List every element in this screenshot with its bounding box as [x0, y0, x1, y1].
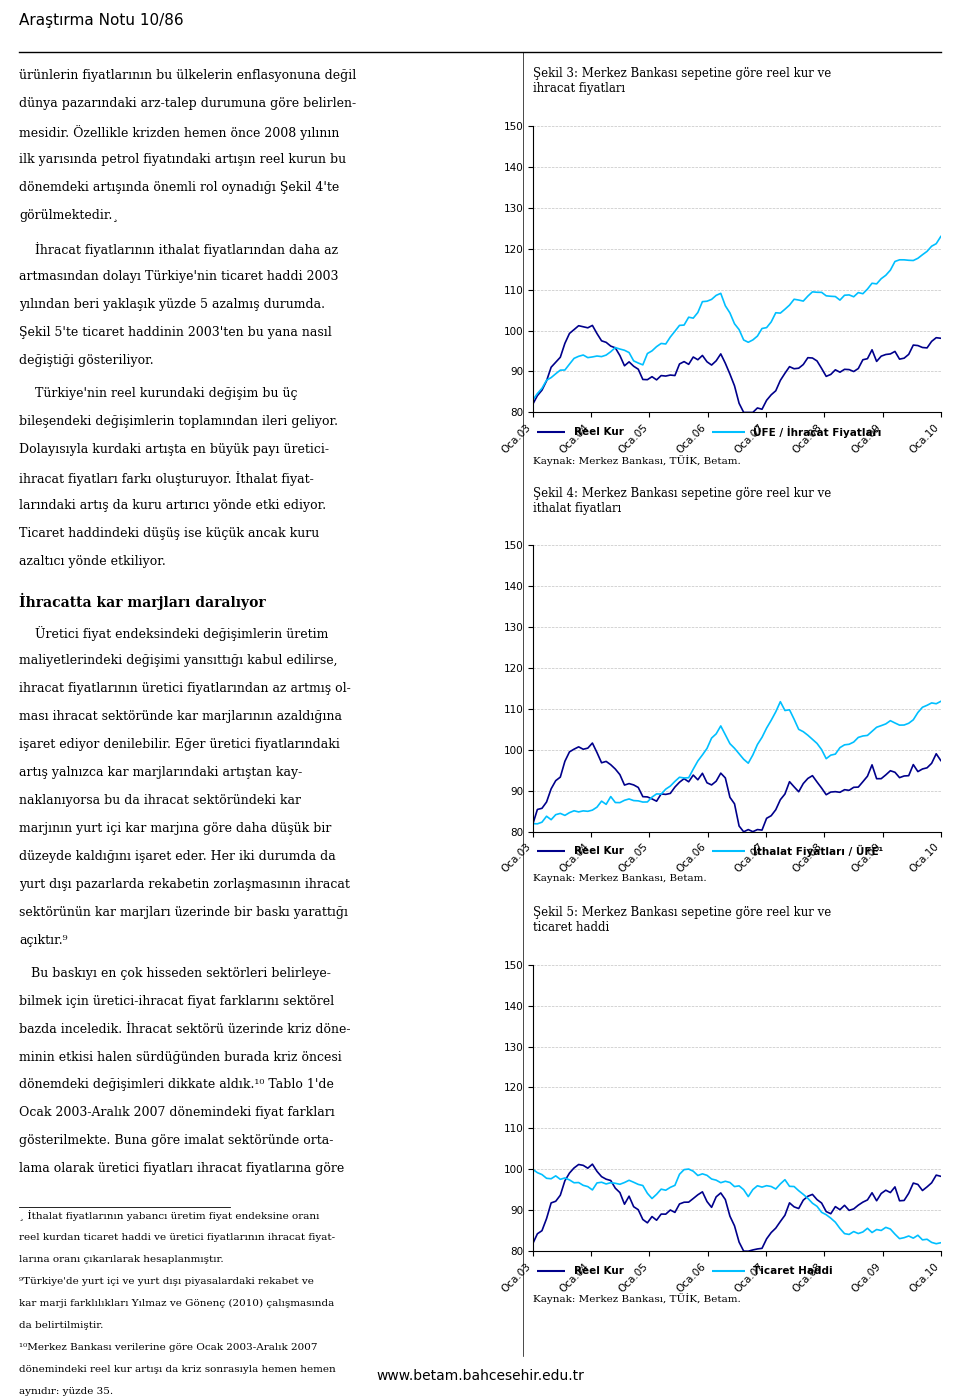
- Text: Şekil 3: Merkez Bankası sepetine göre reel kur ve
ihracat fiyatları: Şekil 3: Merkez Bankası sepetine göre re…: [533, 67, 831, 95]
- Text: sektörünün kar marjları üzerinde bir baskı yarattığı: sektörünün kar marjları üzerinde bir bas…: [19, 906, 348, 918]
- Text: dönemdeki artışında önemli rol oynadığı Şekil 4'te: dönemdeki artışında önemli rol oynadığı …: [19, 180, 340, 194]
- Text: yurt dışı pazarlarda rekabetin zorlaşmasının ihracat: yurt dışı pazarlarda rekabetin zorlaşmas…: [19, 878, 350, 891]
- Text: düzeyde kaldığını işaret eder. Her iki durumda da: düzeyde kaldığını işaret eder. Her iki d…: [19, 850, 336, 863]
- Text: Reel Kur: Reel Kur: [574, 426, 623, 438]
- Text: dönemdeki değişimleri dikkate aldık.¹⁰ Tablo 1'de: dönemdeki değişimleri dikkate aldık.¹⁰ T…: [19, 1078, 334, 1092]
- Text: İhracatta kar marjları daralıyor: İhracatta kar marjları daralıyor: [19, 593, 266, 610]
- Text: açıktır.⁹: açıktır.⁹: [19, 934, 68, 946]
- Text: ması ihracat sektöründe kar marjlarının azaldığına: ması ihracat sektöründe kar marjlarının …: [19, 710, 342, 723]
- Text: gösterilmekte. Buna göre imalat sektöründe orta-: gösterilmekte. Buna göre imalat sektörün…: [19, 1134, 333, 1148]
- Text: Şekil 5: Merkez Bankası sepetine göre reel kur ve
ticaret haddi: Şekil 5: Merkez Bankası sepetine göre re…: [533, 906, 831, 934]
- Text: maliyetlerindeki değişimi yansıttığı kabul edilirse,: maliyetlerindeki değişimi yansıttığı kab…: [19, 654, 338, 667]
- Text: kar marji farklılıkları Yılmaz ve Gönenç (2010) çalışmasında: kar marji farklılıkları Yılmaz ve Gönenç…: [19, 1299, 334, 1309]
- Text: ¹⁰Merkez Bankası verilerine göre Ocak 2003-Aralık 2007: ¹⁰Merkez Bankası verilerine göre Ocak 20…: [19, 1343, 318, 1352]
- Text: minin etkisi halen sürdüğünden burada kriz öncesi: minin etkisi halen sürdüğünden burada kr…: [19, 1050, 342, 1064]
- Text: Şekil 5'te ticaret haddinin 2003'ten bu yana nasıl: Şekil 5'te ticaret haddinin 2003'ten bu …: [19, 326, 332, 338]
- Text: lama olarak üretici fiyatları ihracat fiyatlarına göre: lama olarak üretici fiyatları ihracat fi…: [19, 1162, 345, 1176]
- Text: larına oranı çıkarılarak hesaplanmıştır.: larına oranı çıkarılarak hesaplanmıştır.: [19, 1254, 224, 1264]
- Text: değiştiği gösteriliyor.: değiştiği gösteriliyor.: [19, 354, 154, 366]
- Text: işaret ediyor denilebilir. Eğer üretici fiyatlarındaki: işaret ediyor denilebilir. Eğer üretici …: [19, 738, 340, 751]
- Text: Ticaret Haddi: Ticaret Haddi: [753, 1265, 832, 1276]
- Text: ihracat fiyatları farkı oluşturuyor. İthalat fiyat-: ihracat fiyatları farkı oluşturuyor. İth…: [19, 471, 314, 485]
- Text: Kaynak: Merkez Bankası, TÜİK, Betam.: Kaynak: Merkez Bankası, TÜİK, Betam.: [533, 1293, 740, 1304]
- Text: da belirtilmiştir.: da belirtilmiştir.: [19, 1321, 104, 1329]
- Text: artmasından dolayı Türkiye'nin ticaret haddi 2003: artmasından dolayı Türkiye'nin ticaret h…: [19, 270, 339, 282]
- Text: dünya pazarındaki arz-talep durumuna göre belirlen-: dünya pazarındaki arz-talep durumuna gör…: [19, 96, 356, 110]
- Text: ilk yarısında petrol fiyatındaki artışın reel kurun bu: ilk yarısında petrol fiyatındaki artışın…: [19, 152, 347, 166]
- Text: Kaynak: Merkez Bankası, TÜİK, Betam.: Kaynak: Merkez Bankası, TÜİK, Betam.: [533, 454, 740, 466]
- Text: Reel Kur: Reel Kur: [574, 846, 623, 857]
- Text: larındaki artış da kuru artırıcı yönde etki ediyor.: larındaki artış da kuru artırıcı yönde e…: [19, 499, 326, 512]
- Text: ⁹Türkiye'de yurt içi ve yurt dışı piyasalardaki rekabet ve: ⁹Türkiye'de yurt içi ve yurt dışı piyasa…: [19, 1276, 314, 1286]
- Text: Türkiye'nin reel kurundaki değişim bu üç: Türkiye'nin reel kurundaki değişim bu üç: [19, 387, 298, 400]
- Text: görülmektedir.¸: görülmektedir.¸: [19, 208, 119, 222]
- Text: reel kurdan ticaret haddi ve üretici fiyatlarının ihracat fiyat-: reel kurdan ticaret haddi ve üretici fiy…: [19, 1233, 335, 1241]
- Text: Araştırma Notu 10/86: Araştırma Notu 10/86: [19, 13, 183, 28]
- Text: ÜFE / İhracat Fiyatları: ÜFE / İhracat Fiyatları: [753, 426, 881, 438]
- Text: Bu baskıyı en çok hisseden sektörleri belirleye-: Bu baskıyı en çok hisseden sektörleri be…: [19, 966, 331, 980]
- Text: ihracat fiyatlarının üretici fiyatlarından az artmış ol-: ihracat fiyatlarının üretici fiyatlarınd…: [19, 682, 351, 695]
- Text: dönemindeki reel kur artışı da kriz sonrasıyla hemen hemen: dönemindeki reel kur artışı da kriz sonr…: [19, 1366, 336, 1374]
- Text: mesidir. Özellikle krizden hemen önce 2008 yılının: mesidir. Özellikle krizden hemen önce 20…: [19, 124, 340, 140]
- Text: azaltıcı yönde etkiliyor.: azaltıcı yönde etkiliyor.: [19, 555, 166, 568]
- Text: bilmek için üretici-ihracat fiyat farklarını sektörel: bilmek için üretici-ihracat fiyat farkla…: [19, 994, 334, 1008]
- Text: ürünlerin fiyatlarının bu ülkelerin enflasyonuna değil: ürünlerin fiyatlarının bu ülkelerin enfl…: [19, 69, 356, 82]
- Text: www.betam.bahcesehir.edu.tr: www.betam.bahcesehir.edu.tr: [376, 1369, 584, 1383]
- Text: Şekil 4: Merkez Bankası sepetine göre reel kur ve
ithalat fiyatları: Şekil 4: Merkez Bankası sepetine göre re…: [533, 487, 831, 514]
- Text: bazda inceledik. İhracat sektörü üzerinde kriz döne-: bazda inceledik. İhracat sektörü üzerind…: [19, 1022, 350, 1036]
- Text: İhracat fiyatlarının ithalat fiyatlarından daha az: İhracat fiyatlarının ithalat fiyatlarınd…: [19, 242, 338, 257]
- Text: naklanıyorsa bu da ihracat sektöründeki kar: naklanıyorsa bu da ihracat sektöründeki …: [19, 794, 301, 807]
- Text: aynıdır: yüzde 35.: aynıdır: yüzde 35.: [19, 1387, 113, 1397]
- Text: yılından beri yaklaşık yüzde 5 azalmış durumda.: yılından beri yaklaşık yüzde 5 azalmış d…: [19, 298, 325, 310]
- Text: Reel Kur: Reel Kur: [574, 1265, 623, 1276]
- Text: ¸ İthalat fiyatlarının yabancı üretim fiyat endeksine oranı: ¸ İthalat fiyatlarının yabancı üretim fi…: [19, 1211, 320, 1222]
- Text: artış yalnızca kar marjlarındaki artıştan kay-: artış yalnızca kar marjlarındaki artışta…: [19, 766, 302, 779]
- Text: Kaynak: Merkez Bankası, Betam.: Kaynak: Merkez Bankası, Betam.: [533, 874, 707, 884]
- Text: Üretici fiyat endeksindeki değişimlerin üretim: Üretici fiyat endeksindeki değişimlerin …: [19, 626, 328, 642]
- Text: Ticaret haddindeki düşüş ise küçük ancak kuru: Ticaret haddindeki düşüş ise küçük ancak…: [19, 527, 320, 540]
- Text: İthalat Fiyatları / ÜFE¹: İthalat Fiyatları / ÜFE¹: [753, 846, 883, 857]
- Text: marjının yurt içi kar marjına göre daha düşük bir: marjının yurt içi kar marjına göre daha …: [19, 822, 331, 835]
- Text: Dolayısıyla kurdaki artışta en büyük payı üretici-: Dolayısıyla kurdaki artışta en büyük pay…: [19, 443, 329, 456]
- Text: bileşendeki değişimlerin toplamından ileri geliyor.: bileşendeki değişimlerin toplamından ile…: [19, 415, 338, 428]
- Text: Ocak 2003-Aralık 2007 dönemindeki fiyat farkları: Ocak 2003-Aralık 2007 dönemindeki fiyat …: [19, 1106, 335, 1120]
